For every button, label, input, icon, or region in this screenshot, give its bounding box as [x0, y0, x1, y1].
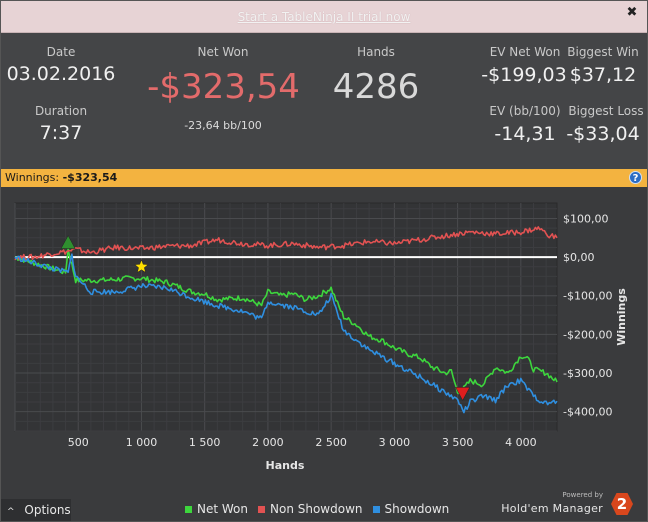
net-won-value: -$323,54	[147, 67, 300, 107]
hands-value: 4286	[332, 67, 420, 107]
chevron-up-icon: ^	[7, 507, 15, 517]
ev-net-won-label: EV Net Won	[489, 45, 561, 59]
legend-item-net-won[interactable]: Net Won	[185, 502, 248, 516]
legend-item-non-showdown[interactable]: Non Showdown	[258, 502, 363, 516]
ev-bb-value: -14,31	[494, 123, 556, 145]
duration-label: Duration	[34, 104, 88, 118]
x-tick-label: 2 000	[252, 436, 284, 449]
hands-label: Hands	[357, 45, 395, 59]
y-tick-label: -$100,00	[563, 290, 612, 303]
powered-by: Powered by	[562, 491, 603, 499]
biggest-win-label: Biggest Win	[567, 45, 639, 59]
x-axis-label: Hands	[266, 459, 305, 472]
brand: Powered by Hold'em Manager 2	[483, 491, 633, 521]
series-line-net-won	[15, 248, 558, 395]
trial-link[interactable]: Start a TableNinja II trial now	[237, 10, 411, 24]
winnings-summary: Winnings: -$323,54	[5, 171, 117, 184]
date-label: Date	[46, 45, 76, 59]
legend-swatch	[185, 505, 192, 513]
legend-item-showdown[interactable]: Showdown	[372, 502, 450, 516]
legend-label: Net Won	[197, 502, 248, 516]
options-label: Options	[24, 503, 71, 517]
grid	[14, 203, 557, 432]
winnings-value: -$323,54	[62, 171, 118, 184]
legend-swatch	[372, 505, 380, 513]
chart-markers	[60, 235, 471, 401]
biggest-loss-label: Biggest Loss	[568, 104, 644, 118]
x-tick-label: 500	[68, 436, 89, 449]
session-stats: Date 03.02.2016 Duration 7:37 Net Won -$…	[1, 33, 647, 169]
y-tick-label: -$200,00	[563, 328, 612, 341]
ev-bb-label: EV (bb/100)	[489, 104, 561, 118]
y-tick-label: -$300,00	[563, 367, 612, 380]
y-tick-label: -$400,00	[563, 406, 612, 419]
hem2-logo-icon: 2	[611, 493, 633, 515]
ev-net-won-value: -$199,03	[481, 64, 567, 86]
marker-star	[134, 259, 149, 273]
date-value: 03.02.2016	[6, 63, 116, 85]
y-axis-label: Winnings	[615, 288, 628, 346]
winnings-bar: Winnings: -$323,54 ?	[1, 169, 647, 187]
x-tick-label: 1 000	[126, 436, 158, 449]
duration-value: 7:37	[39, 122, 83, 144]
y-tick-label: $100,00	[563, 212, 609, 225]
net-won-label: Net Won	[197, 45, 249, 59]
legend-label: Showdown	[384, 502, 450, 516]
series-line-showdown	[14, 253, 558, 414]
biggest-win-value: $37,12	[569, 64, 637, 86]
marker-biggest-win	[60, 235, 76, 249]
brand-name: Hold'em Manager	[501, 502, 603, 515]
help-icon[interactable]: ?	[629, 171, 642, 184]
series-lines	[14, 226, 558, 414]
options-button[interactable]: ^ Options	[1, 499, 71, 521]
winnings-label: Winnings:	[5, 171, 60, 184]
trial-banner: Start a TableNinja II trial now ✖	[1, 1, 647, 33]
chart-legend: Net Won Non Showdown Showdown	[185, 502, 449, 516]
y-tick-labels: $100,00 $0,00 -$100,00 -$200,00 -$300,00 -$40…	[563, 212, 612, 418]
x-tick-labels: 500 1 000 1 500 2 000 2 500 3 000 3 500 4 000	[68, 436, 537, 449]
bottom-bar: ^ Options Net Won Non Showdown Showdown …	[1, 491, 647, 521]
winnings-chart: 500 1 000 1 500 2 000 2 500 3 000 3 500 4 000 $…	[14, 202, 628, 472]
marker-biggest-loss	[455, 387, 471, 401]
winnings-chart-panel: 500 1 000 1 500 2 000 2 500 3 000 3 500 4 000 $…	[1, 187, 647, 497]
series-line-non-showdown	[14, 226, 558, 261]
x-tick-label: 3 000	[379, 436, 411, 449]
net-won-bb: -23,64 bb/100	[184, 119, 262, 132]
biggest-loss-value: -$33,04	[566, 123, 640, 145]
x-tick-label: 2 500	[315, 436, 347, 449]
x-tick-label: 3 500	[442, 436, 474, 449]
x-tick-label: 1 500	[189, 436, 221, 449]
y-tick-label: $0,00	[563, 251, 595, 264]
x-tick-label: 4 000	[505, 436, 537, 449]
legend-label: Non Showdown	[270, 502, 363, 516]
legend-swatch	[258, 505, 265, 513]
plot-area	[14, 202, 558, 432]
close-icon[interactable]: ✖	[626, 5, 638, 20]
